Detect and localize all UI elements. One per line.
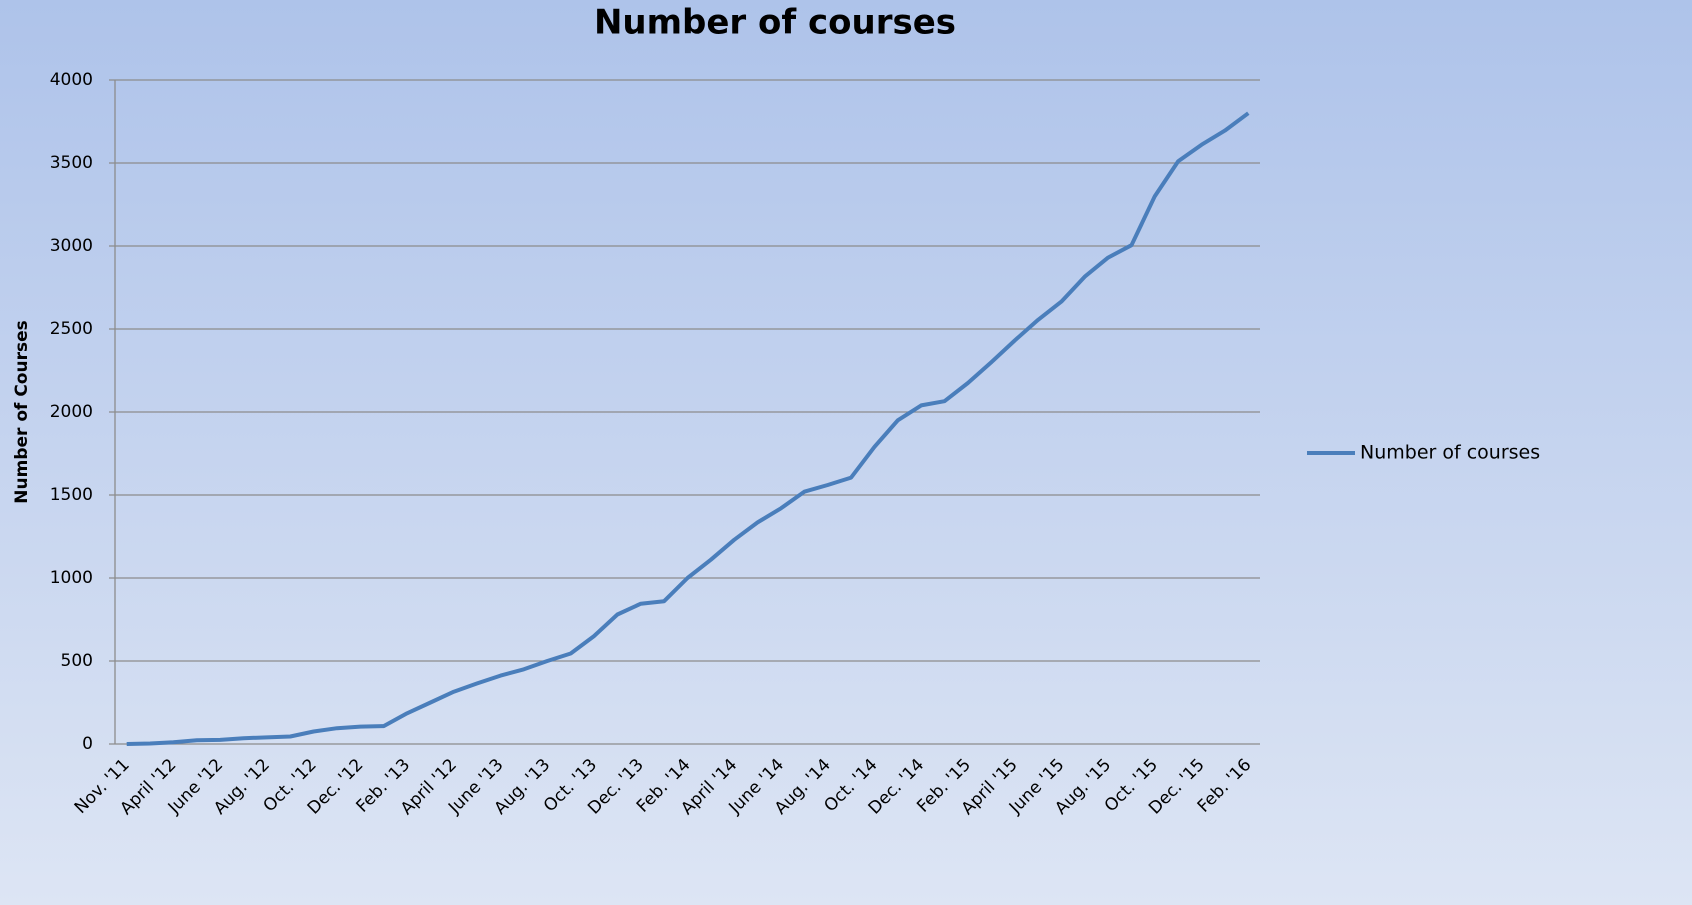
y-tick-label: 3000 [50, 236, 93, 256]
legend-label: Number of courses [1360, 442, 1540, 464]
y-tick-label: 3500 [50, 153, 93, 173]
y-tick-label: 1500 [50, 485, 93, 505]
y-tick-label: 1000 [50, 568, 93, 588]
y-tick-label: 4000 [50, 70, 93, 90]
y-axis-label: Number of Courses [12, 320, 32, 503]
y-tick-label: 0 [82, 734, 93, 754]
data-line [126, 111, 1250, 746]
y-tick-label: 2000 [50, 402, 93, 422]
chart-title: Number of courses [594, 3, 956, 43]
y-tick-label: 500 [61, 651, 93, 671]
y-tick-label: 2500 [50, 319, 93, 339]
